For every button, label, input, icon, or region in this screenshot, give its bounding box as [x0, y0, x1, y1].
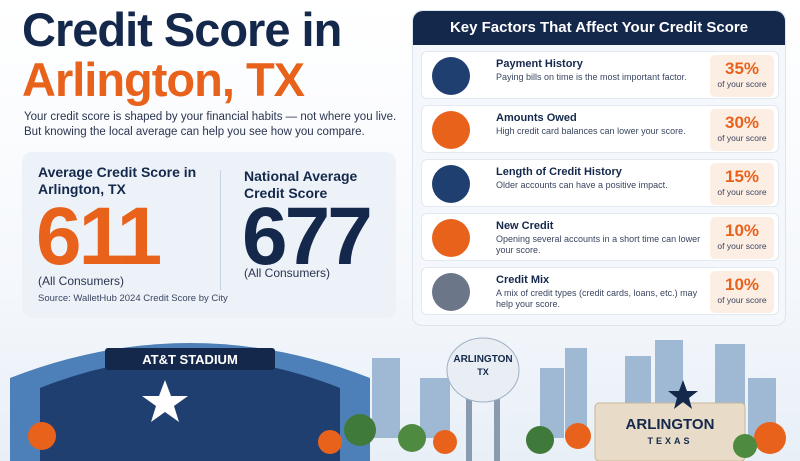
- percent-box: 15% of your score: [710, 163, 774, 205]
- tower-leg: [494, 398, 500, 461]
- score-note: (All Consumers): [244, 266, 331, 280]
- percent-unit: of your score: [717, 79, 767, 89]
- city-sign-text: TEXAS: [647, 436, 692, 446]
- factor-icon: [432, 57, 470, 95]
- divider: [220, 170, 221, 290]
- percent-unit: of your score: [717, 187, 767, 197]
- factor-row: Credit Mix A mix of credit types (credit …: [421, 267, 779, 315]
- city-sign-text: ARLINGTON: [626, 416, 715, 433]
- trees: [28, 414, 786, 458]
- factor-icon: [432, 111, 470, 149]
- percent-unit: of your score: [717, 133, 767, 143]
- factor-description: High credit card balances can lower your…: [496, 126, 686, 136]
- stadium-sign-board: [105, 348, 275, 370]
- factor-name: Length of Credit History: [496, 166, 622, 178]
- percent-unit: of your score: [717, 295, 767, 305]
- skyline: AT&T STADIUM ARLINGTON TX ARLINGTON TEXA…: [10, 337, 786, 461]
- factor-icon: [432, 165, 470, 203]
- factor-percent: 30%: [724, 113, 760, 132]
- factor-name: New Credit: [496, 220, 554, 232]
- factor-description: Opening several accounts in a short time…: [496, 234, 701, 255]
- factor-row: Payment History Paying bills on time is t…: [421, 51, 779, 99]
- title-line: Arlington, TX: [22, 53, 305, 106]
- star: [668, 380, 698, 409]
- panel-title: Key Factors That Affect Your Credit Scor…: [413, 11, 785, 45]
- factor-description: A mix of credit types (credit cards, loa…: [496, 288, 698, 309]
- factor-row: Amounts Owed High credit card balances ca…: [421, 105, 779, 153]
- factor-icon: [432, 273, 470, 311]
- score-label: Average Credit Score in Arlington, TX: [38, 164, 197, 197]
- percent-box: 10% of your score: [710, 217, 774, 259]
- factor-percent: 10%: [724, 221, 760, 240]
- factor-row: Length of Credit History Older accounts c…: [421, 159, 779, 207]
- source: Source: WalletHub 2024 Credit Score by C…: [38, 293, 228, 304]
- percent-box: 35% of your score: [710, 55, 774, 97]
- factor-name: Amounts Owed: [496, 112, 577, 124]
- score-label: National Average Credit Score: [244, 168, 358, 201]
- factor-description: Older accounts can have a positive impac…: [496, 180, 668, 190]
- factor-percent: 35%: [724, 59, 760, 78]
- intro-line: But knowing the local average can help y…: [24, 126, 365, 138]
- city-sign: [594, 402, 746, 461]
- stadium-sign: AT&T STADIUM: [142, 352, 238, 367]
- intro-line: Your credit score is shaped by your fina…: [24, 111, 397, 123]
- score-note: (All Consumers): [38, 274, 125, 288]
- factor-description: Paying bills on time is the most importa…: [496, 72, 687, 82]
- star: [142, 380, 188, 422]
- factor-percent: 15%: [724, 167, 760, 186]
- water-tower: [446, 337, 520, 403]
- factor-icon: [432, 219, 470, 257]
- factors-panel: Key Factors That Affect Your Credit Scor…: [412, 10, 786, 326]
- factor-row: New Credit Opening several accounts in a …: [421, 213, 779, 261]
- tower-text: TX: [477, 367, 489, 377]
- percent-box: 10% of your score: [710, 271, 774, 313]
- tower-leg: [466, 398, 472, 461]
- tower-text: ARLINGTON: [453, 354, 512, 365]
- percent-unit: of your score: [717, 241, 767, 251]
- factor-name: Payment History: [496, 58, 583, 70]
- factor-name: Credit Mix: [496, 274, 550, 286]
- stadium-facade: [40, 358, 340, 461]
- factor-percent: 10%: [724, 275, 760, 294]
- score-box: Average Credit Score in Arlington, TX 61…: [22, 152, 396, 318]
- score-value: 611: [36, 191, 162, 282]
- percent-box: 30% of your score: [710, 109, 774, 151]
- title-line: Credit Score in: [22, 3, 342, 56]
- buildings: [372, 340, 776, 438]
- score-value: 677: [242, 191, 373, 282]
